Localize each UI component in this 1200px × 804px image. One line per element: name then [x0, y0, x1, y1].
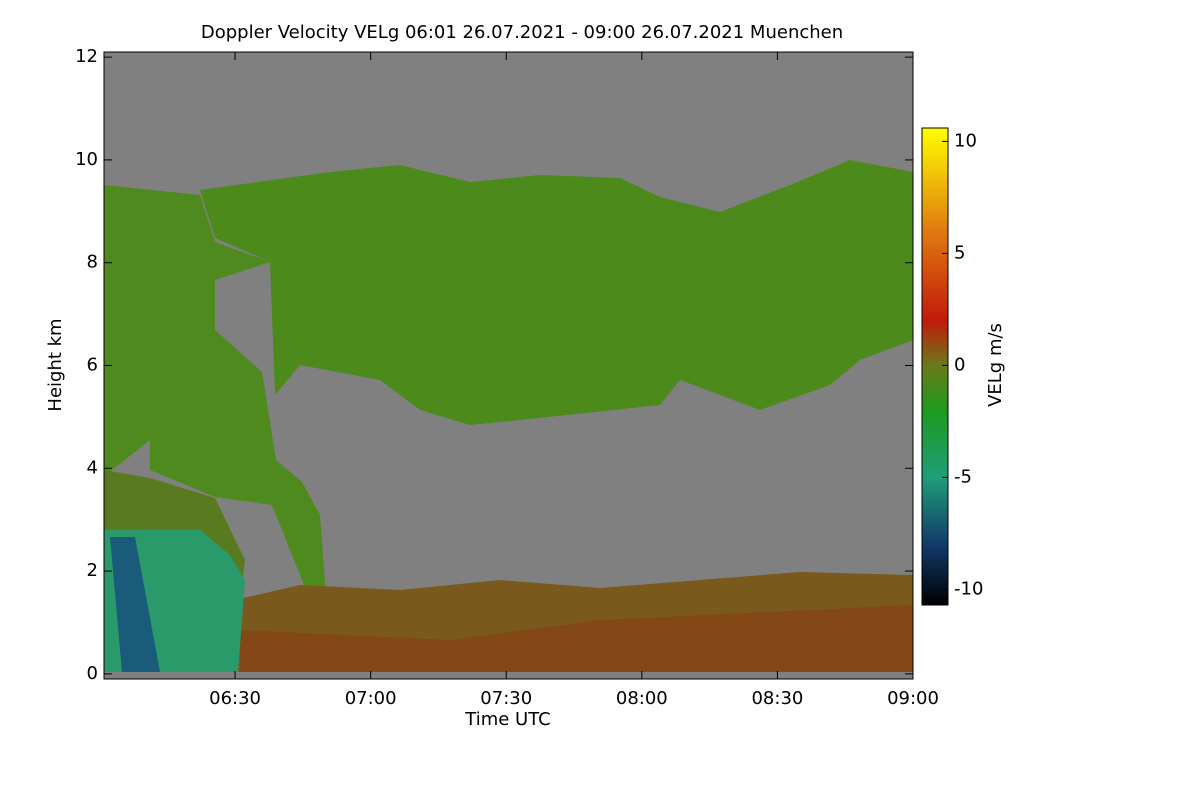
chart-title: Doppler Velocity VELg 06:01 26.07.2021 -… [201, 22, 843, 43]
y-tick-label: 4 [87, 457, 98, 478]
colorbar-tick-label: 10 [954, 130, 977, 151]
x-tick-label: 06:30 [209, 688, 261, 709]
colorbar-tick-label: 0 [954, 354, 965, 375]
x-tick-label: 08:30 [751, 688, 803, 709]
boundary-layer [240, 605, 913, 672]
downdraft-streak [110, 537, 160, 672]
x-axis-label: Time UTC [464, 709, 550, 730]
y-tick-label: 2 [87, 560, 98, 581]
y-axis-label: Height km [45, 318, 66, 411]
colorbar [921, 127, 949, 606]
cloud-region [200, 160, 913, 425]
colorbar-tick-label: -5 [954, 466, 972, 487]
cloud-region [104, 185, 326, 605]
x-tick-label: 07:00 [345, 688, 397, 709]
x-tick-label: 07:30 [480, 688, 532, 709]
x-tick-label: 08:00 [616, 688, 668, 709]
y-tick-label: 0 [87, 663, 98, 684]
heatmap-field [104, 52, 913, 679]
y-tick-label: 12 [75, 46, 98, 67]
x-tick-label: 09:00 [887, 688, 939, 709]
y-tick-label: 10 [75, 149, 98, 170]
y-tick-label: 8 [87, 252, 98, 273]
y-tick-label: 6 [87, 355, 98, 376]
colorbar-tick-label: 5 [954, 242, 965, 263]
colorbar-tick-label: -10 [954, 578, 983, 599]
colorbar-label: VELg m/s [985, 323, 1006, 407]
